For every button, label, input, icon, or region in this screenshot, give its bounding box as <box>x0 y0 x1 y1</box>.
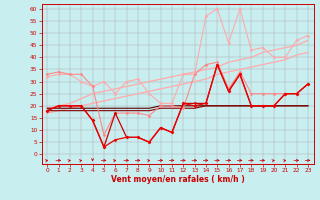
X-axis label: Vent moyen/en rafales ( km/h ): Vent moyen/en rafales ( km/h ) <box>111 175 244 184</box>
